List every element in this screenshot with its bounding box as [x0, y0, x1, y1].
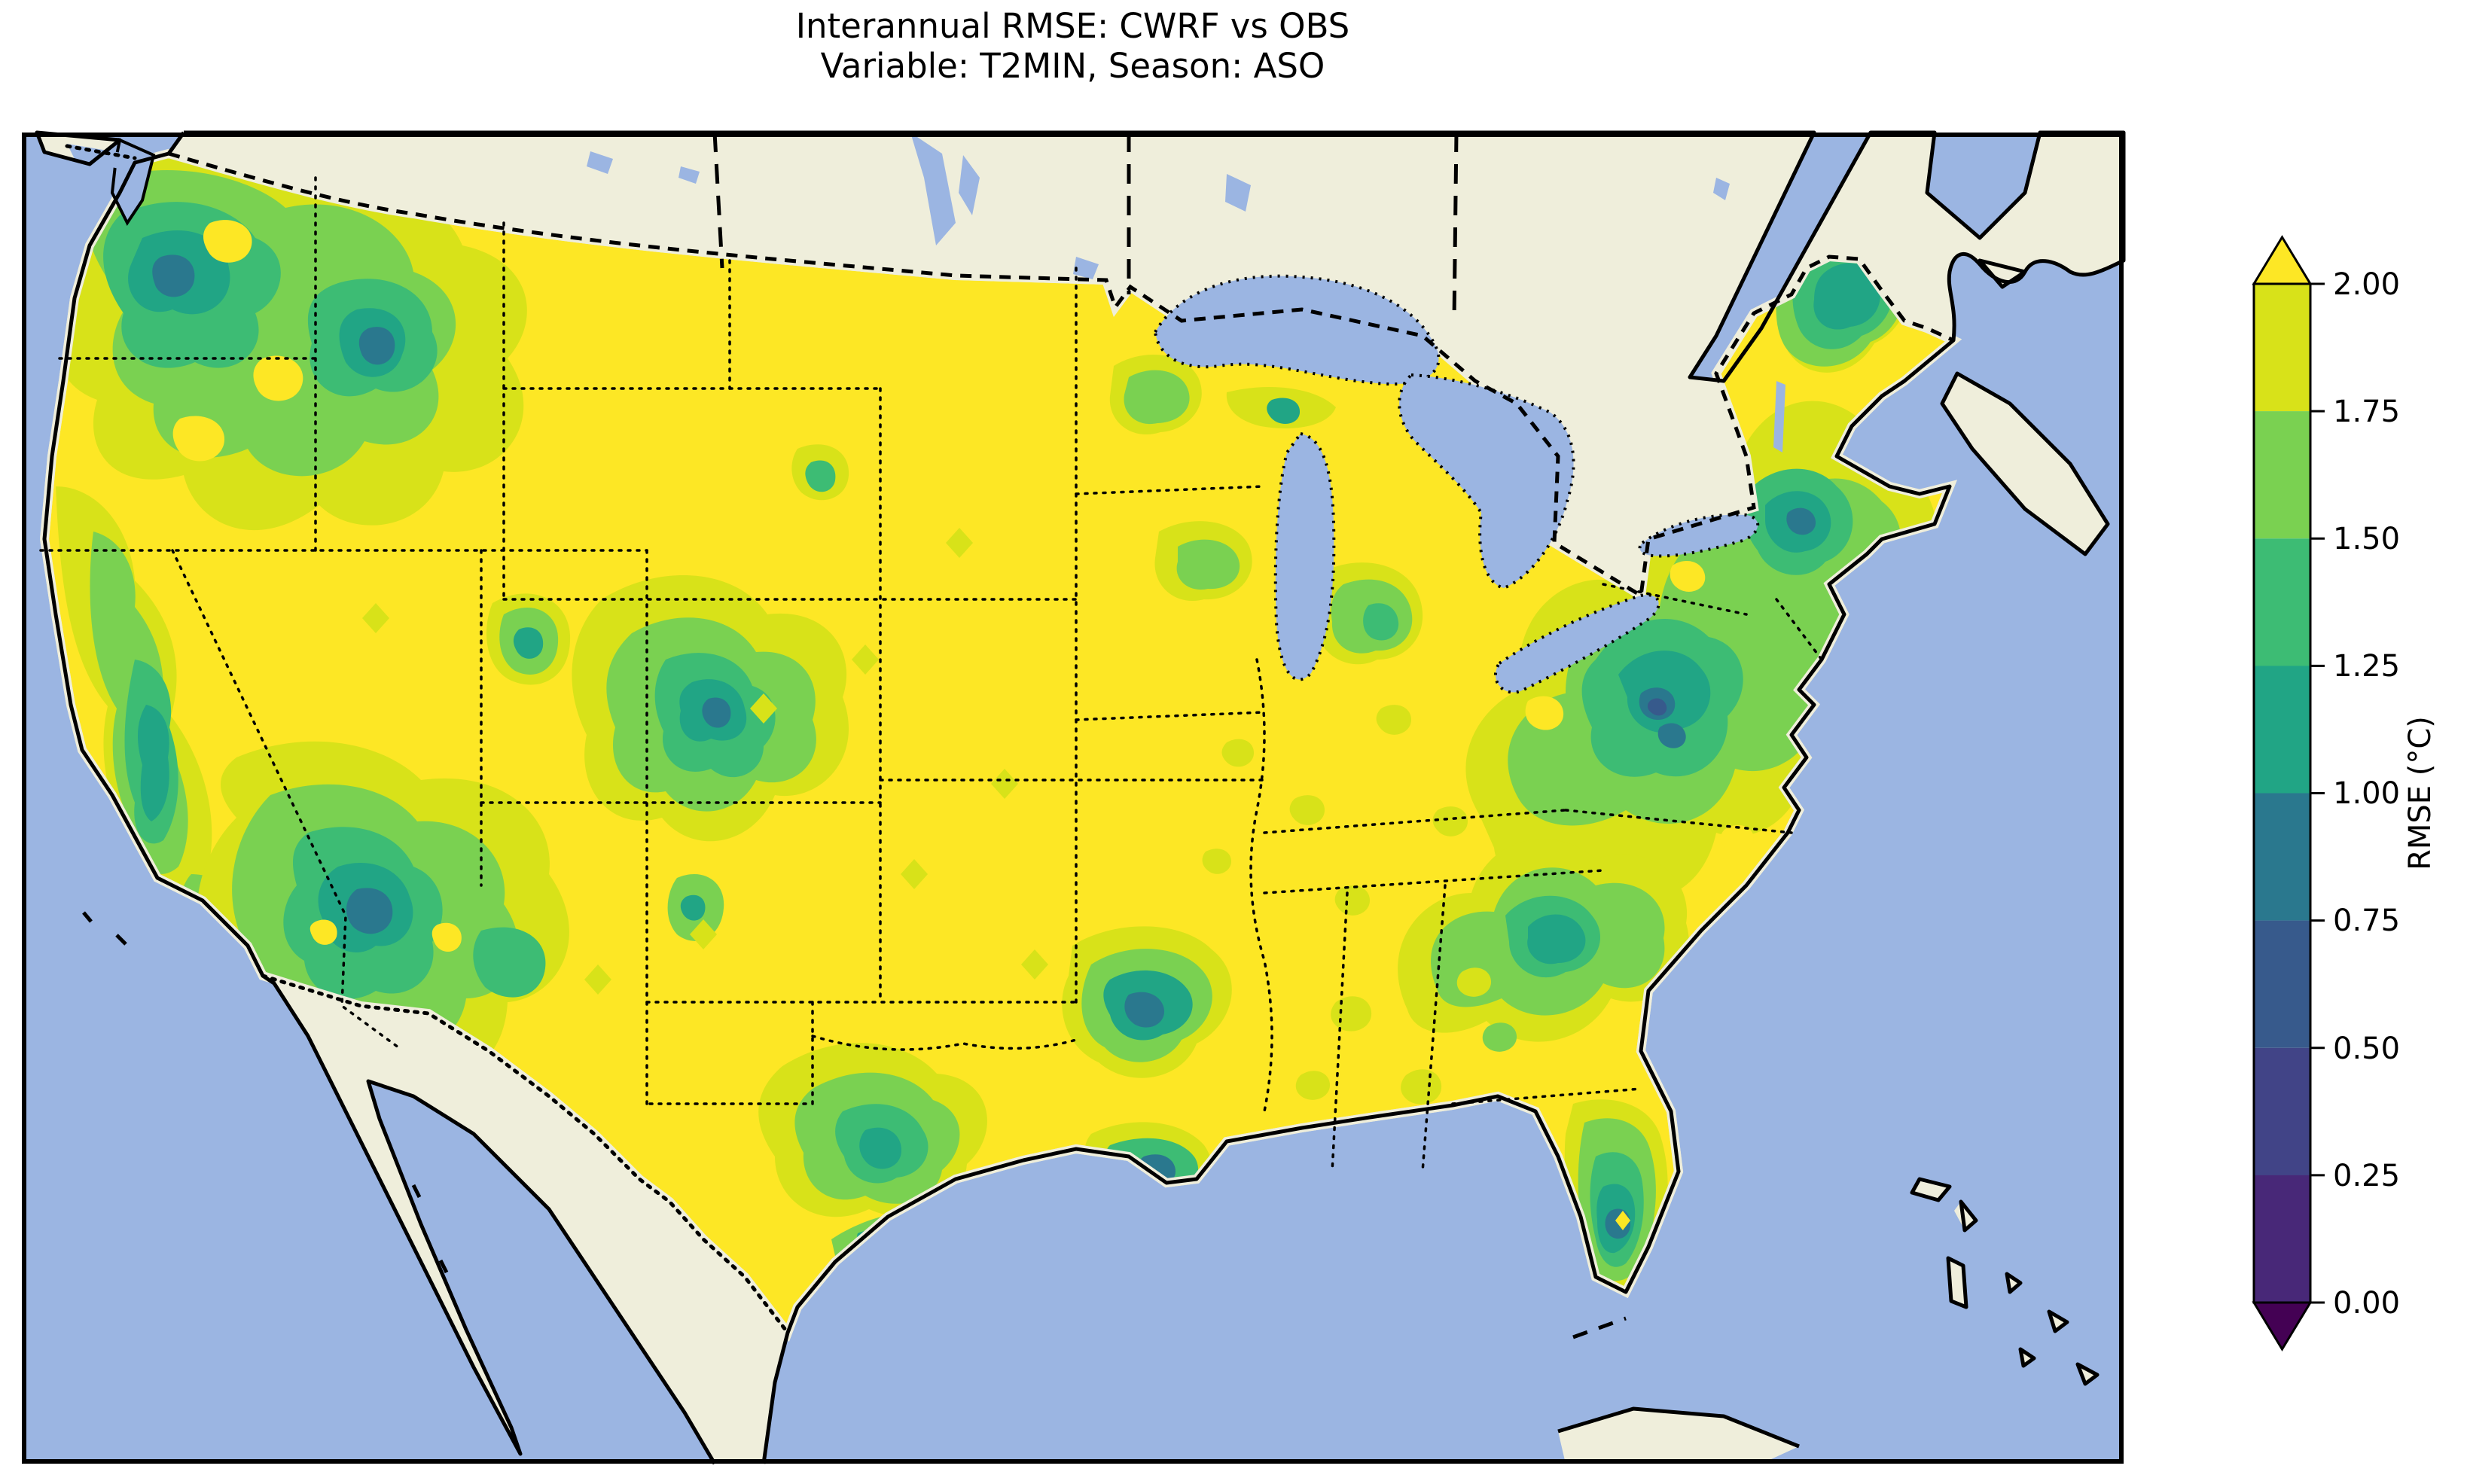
canadian-lakes: [587, 133, 1785, 453]
map-frame: [22, 133, 2124, 1464]
great-lakes: [1153, 274, 1760, 694]
colorbar-tick-label: 1.75: [2333, 395, 2400, 429]
prince-edward-island: [1980, 261, 2025, 287]
colorbar-axis-label: RMSE (°C): [2403, 716, 2438, 870]
colorbar-tick-marks: [2310, 282, 2325, 1304]
colorbar-segment: [2254, 793, 2310, 921]
colorbar-under-arrow: [2252, 1301, 2313, 1351]
colorbar-segment: [2254, 411, 2310, 539]
state-borders: [39, 176, 1823, 1173]
colorbar: 2.00 1.75 1.50 1.25 1.00 0.75 0.50 0.25 …: [2252, 235, 2438, 1351]
colorbar-tick-label: 0.25: [2333, 1159, 2400, 1193]
colorbar-tick-label: 2.00: [2333, 267, 2400, 302]
colorbar-over-arrow: [2252, 235, 2313, 285]
colorbar-tick-label: 0.50: [2333, 1031, 2400, 1066]
colorbar-segment: [2254, 920, 2310, 1048]
colorbar-tick-label: 0.75: [2333, 904, 2400, 938]
plot-title: Interannual RMSE: CWRF vs OBS Variable: …: [22, 6, 2124, 86]
colorbar-tick-labels: 2.00 1.75 1.50 1.25 1.00 0.75 0.50 0.25 …: [2333, 267, 2400, 1321]
colorbar-segment: [2254, 1047, 2310, 1175]
colorbar-segment: [2254, 666, 2310, 794]
colorbar-tick-label: 0.00: [2333, 1286, 2400, 1321]
coastlines: [35, 130, 2126, 1465]
nova-scotia: [1942, 373, 2108, 554]
colorbar-tick-label: 1.50: [2333, 522, 2400, 556]
contour-blobs: [50, 154, 1938, 1295]
country-borders: [65, 132, 1955, 1335]
colorbar-tick-label: 1.25: [2333, 649, 2400, 684]
plot-title-line2: Variable: T2MIN, Season: ASO: [820, 46, 1325, 87]
colorbar-segment: [2254, 538, 2310, 666]
colorbar-tick-label: 1.00: [2333, 776, 2400, 811]
colorbar-segment: [2254, 1175, 2310, 1303]
colorbar-segments: [2254, 284, 2310, 1303]
colorbar-segment: [2254, 284, 2310, 412]
plot-title-line1: Interannual RMSE: CWRF vs OBS: [795, 6, 1350, 46]
map-plot: [22, 130, 2126, 1465]
